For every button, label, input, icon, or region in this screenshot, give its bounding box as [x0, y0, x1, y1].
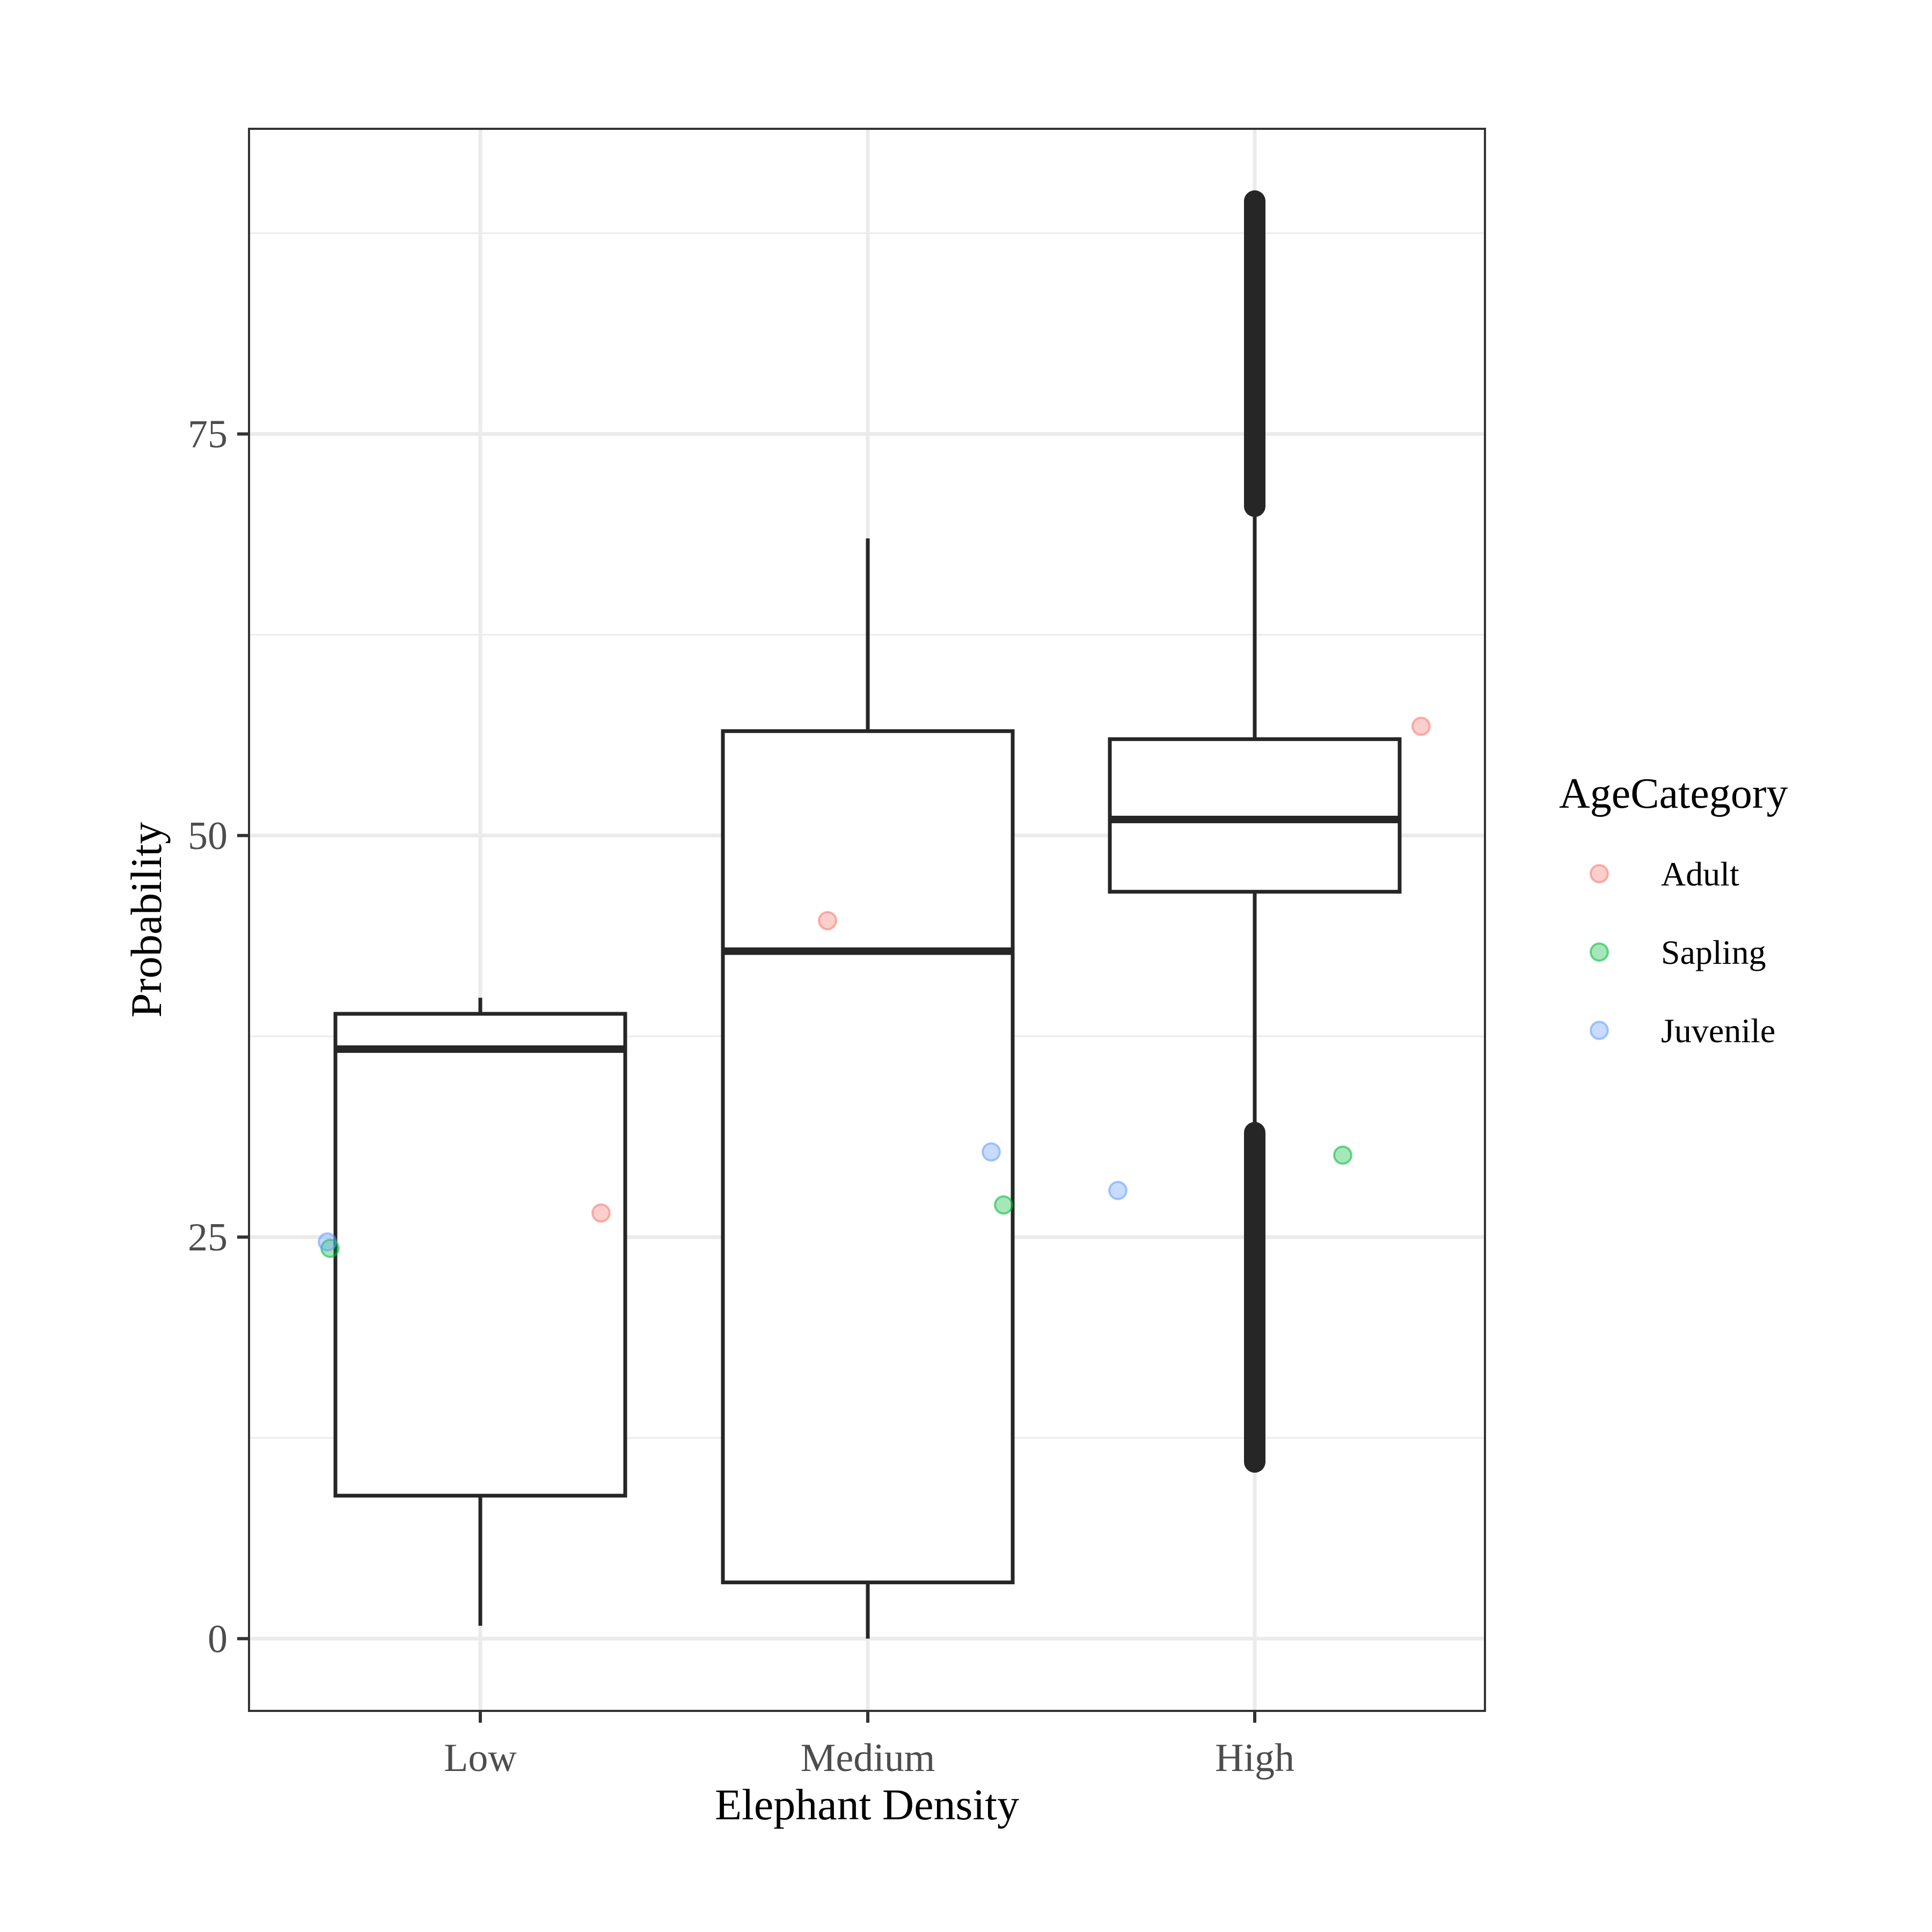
x-tick-label: High: [1215, 1736, 1294, 1780]
point-juvenile-medium: [982, 1142, 1001, 1162]
point-sapling-high: [1333, 1145, 1352, 1165]
point-juvenile-low: [318, 1232, 337, 1252]
box-iqr: [721, 729, 1015, 1585]
y-tick-label: 50: [188, 814, 228, 858]
point-juvenile-high: [1108, 1181, 1128, 1201]
boxes: [333, 190, 1402, 1639]
box-high: [1108, 190, 1402, 1473]
y-axis-title: Probability: [122, 822, 171, 1018]
point-adult-medium: [818, 911, 837, 931]
box-iqr: [333, 1012, 627, 1498]
y-tick-label: 25: [188, 1216, 228, 1260]
legend-key: [1590, 942, 1609, 962]
legend-item-adult: Adult: [1590, 855, 1739, 893]
axes: 0 25 50 75 Low Medium High: [188, 128, 1486, 1780]
box-medium: [721, 538, 1015, 1639]
legend: AgeCategory Adult Sapling Juvenile: [1559, 770, 1788, 1050]
legend-title: AgeCategory: [1559, 770, 1788, 817]
legend-key: [1590, 864, 1609, 883]
box-low: [333, 998, 627, 1626]
point-adult-low: [591, 1203, 611, 1223]
x-tick-label: Low: [444, 1736, 517, 1780]
legend-item-juvenile: Juvenile: [1590, 1012, 1775, 1050]
x-tick-label: Medium: [801, 1736, 935, 1780]
point-sapling-medium: [994, 1195, 1013, 1215]
x-axis-title: Elephant Density: [715, 1780, 1019, 1829]
legend-label: Sapling: [1661, 933, 1766, 971]
box-iqr: [1108, 737, 1402, 894]
legend-label: Adult: [1661, 855, 1739, 893]
point-adult-high: [1411, 716, 1431, 736]
y-tick-label: 0: [208, 1617, 228, 1661]
legend-label: Juvenile: [1661, 1012, 1775, 1050]
y-tick-label: 75: [188, 413, 228, 457]
data-points: [318, 716, 1431, 1258]
legend-key: [1590, 1021, 1609, 1040]
legend-item-sapling: Sapling: [1590, 933, 1766, 971]
